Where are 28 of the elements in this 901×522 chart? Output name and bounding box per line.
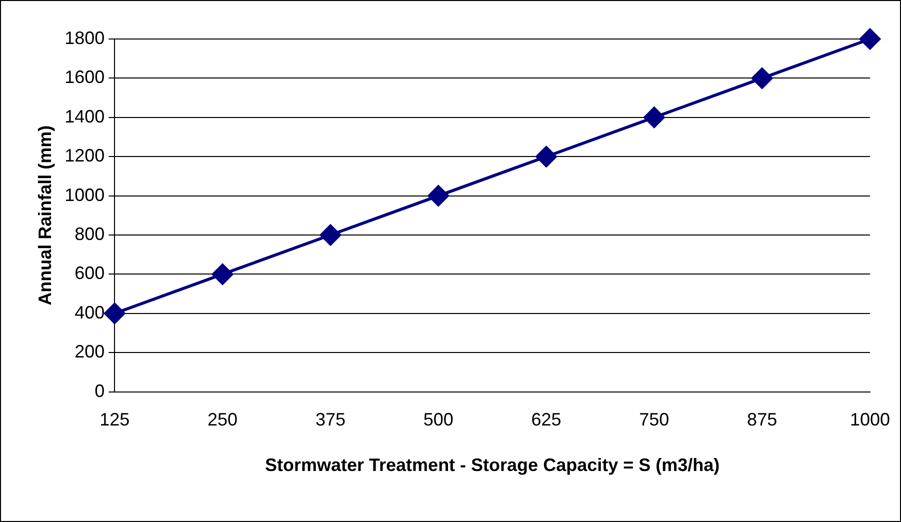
y-tick-label: 600 (74, 263, 105, 284)
x-tick-label: 125 (100, 410, 130, 430)
x-tick-label: 625 (531, 410, 562, 430)
y-tick-label: 1000 (64, 184, 105, 205)
y-tick-label: 1800 (64, 28, 105, 48)
y-tick-label: 1200 (64, 146, 105, 166)
point (428, 185, 449, 206)
x-tick-label: 250 (208, 410, 238, 430)
y-tick-label: 800 (74, 224, 105, 244)
y-tick-label: 1400 (64, 106, 105, 126)
x-tick-label: 875 (747, 410, 778, 430)
point (536, 146, 557, 168)
point (104, 302, 126, 324)
y-tick-label: 200 (74, 342, 105, 362)
x-axis-title: Stormwater Treatment - Storage Capacity = S (m3/ha) (264, 455, 720, 476)
point (859, 28, 880, 50)
y-tick-label: 0 (94, 380, 105, 401)
x-tick-label: 375 (315, 410, 346, 430)
point (212, 264, 234, 285)
point (320, 224, 341, 246)
point (644, 106, 665, 128)
x-tick-label: 500 (423, 410, 454, 430)
y-tick-label: 400 (74, 302, 105, 322)
y-axis-title: Annual Rainfall (mm) (34, 125, 55, 306)
x-tick-label: 1000 (850, 410, 890, 430)
y-tick-label: 1600 (64, 67, 105, 88)
x-tick-label: 750 (639, 410, 670, 430)
point (752, 68, 773, 89)
